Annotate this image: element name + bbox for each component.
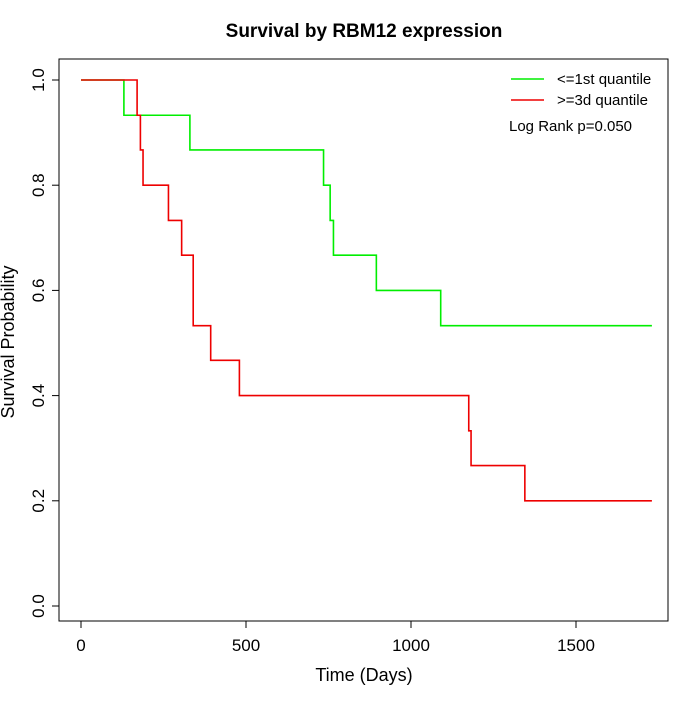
log-rank-annotation: Log Rank p=0.050 — [509, 118, 632, 135]
x-axis: 0 500 1000 1500 — [76, 620, 595, 655]
plot-frame — [58, 58, 669, 622]
series-line-2 — [81, 79, 652, 502]
legend-label-1: <=1st quantile — [557, 71, 651, 88]
x-tick-label: 0 — [76, 636, 85, 655]
series-group — [81, 79, 652, 502]
y-axis: 0.0 0.2 0.4 0.6 0.8 1.0 — [29, 68, 60, 618]
chart-title: Survival by RBM12 expression — [226, 21, 503, 42]
y-tick-label: 0.2 — [29, 489, 48, 513]
y-tick-label: 0.8 — [29, 173, 48, 197]
y-tick-label: 0.0 — [29, 594, 48, 618]
y-tick-label: 1.0 — [29, 68, 48, 92]
x-tick-label: 500 — [232, 636, 260, 655]
legend-label-2: >=3d quantile — [557, 92, 648, 109]
series-line-1 — [81, 79, 652, 327]
legend: <=1st quantile >=3d quantile — [511, 71, 651, 109]
y-axis-label: Survival Probability — [0, 265, 18, 418]
x-axis-label: Time (Days) — [315, 665, 412, 685]
x-tick-label: 1500 — [557, 636, 595, 655]
y-tick-label: 0.4 — [29, 384, 48, 408]
x-tick-label: 1000 — [392, 636, 430, 655]
y-tick-label: 0.6 — [29, 279, 48, 303]
